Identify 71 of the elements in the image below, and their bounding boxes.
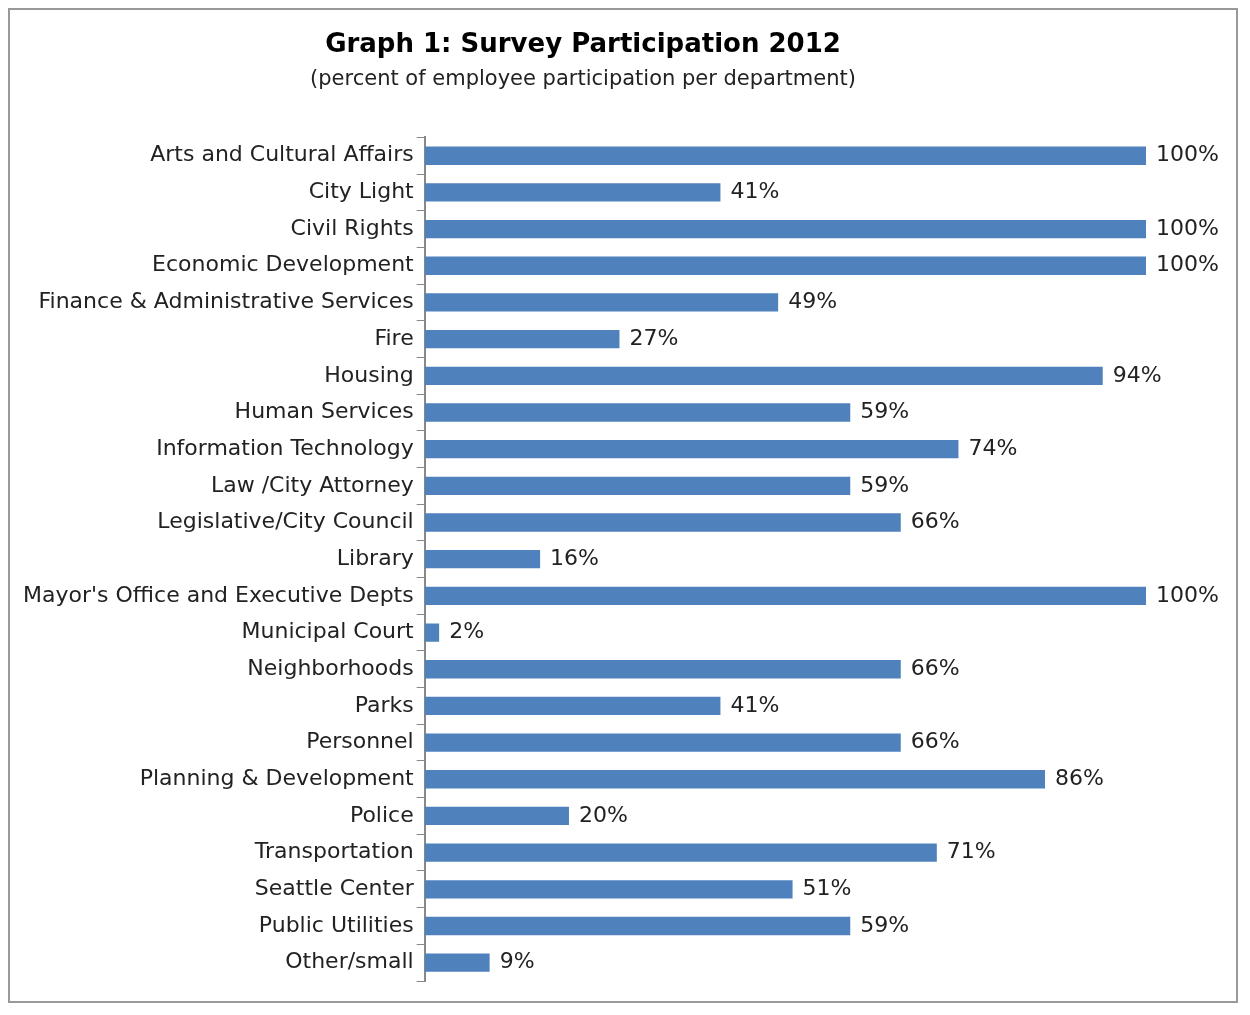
data-label: 2%	[449, 618, 485, 644]
bar	[424, 660, 901, 679]
data-label: 20%	[578, 801, 628, 827]
bar	[424, 513, 901, 532]
bar	[424, 550, 541, 569]
data-label: 59%	[860, 471, 910, 497]
bar	[424, 183, 721, 202]
data-label: 27%	[629, 324, 679, 350]
data-label: 59%	[860, 911, 910, 937]
bar	[424, 623, 440, 642]
bar	[424, 440, 959, 459]
y-tick-label: Neighborhoods	[247, 654, 414, 680]
bar	[424, 916, 851, 936]
data-label: 41%	[730, 178, 780, 204]
data-label: 86%	[1055, 764, 1104, 790]
data-label: 66%	[910, 654, 960, 680]
chart-subtitle: (percent of employee participation per department)	[310, 66, 856, 91]
y-tick-label: Police	[349, 801, 414, 827]
y-tick-label: Personnel	[306, 728, 414, 754]
bar	[424, 586, 1146, 606]
data-label: 49%	[788, 288, 838, 314]
data-label: 66%	[910, 508, 960, 534]
bar	[424, 476, 851, 496]
bar	[424, 770, 1046, 789]
data-label: 100%	[1156, 141, 1219, 167]
data-label: 100%	[1156, 214, 1219, 240]
data-label: 94%	[1112, 361, 1162, 387]
y-tick-label: Civil Rights	[290, 214, 414, 240]
bar	[424, 953, 490, 972]
data-label: 71%	[946, 838, 996, 864]
y-tick-label: Transportation	[253, 838, 414, 864]
bar	[424, 329, 620, 349]
data-label: 41%	[730, 691, 780, 717]
y-tick-label: Economic Development	[152, 251, 415, 277]
y-tick-label: Mayor's Office and Executive Depts	[23, 581, 414, 607]
data-label: 51%	[802, 875, 852, 901]
bar	[424, 146, 1146, 165]
y-tick-label: Law /City Attorney	[210, 471, 414, 497]
y-tick-label: Human Services	[234, 398, 414, 424]
data-label: 66%	[910, 728, 960, 754]
data-label: 100%	[1156, 581, 1219, 607]
y-tick-label: Fire	[374, 324, 414, 350]
y-tick-label: Parks	[354, 691, 414, 717]
bar	[424, 880, 793, 899]
bar	[424, 403, 851, 422]
bar	[424, 256, 1146, 275]
chart-title: Graph 1: Survey Participation 2012	[325, 28, 841, 59]
bar	[424, 733, 901, 752]
y-tick-label: Arts and Cultural Affairs	[150, 141, 414, 167]
y-tick-label: Public Utilities	[258, 911, 414, 937]
y-tick-label: Other/small	[285, 948, 414, 974]
bar	[424, 806, 569, 826]
data-label: 59%	[860, 398, 910, 424]
bar	[424, 293, 779, 312]
y-tick-label: City Light	[308, 178, 415, 204]
data-label: 74%	[968, 434, 1018, 460]
y-tick-label: Legislative/City Council	[157, 508, 414, 534]
data-label: 100%	[1156, 251, 1219, 277]
y-tick-label: Library	[336, 544, 414, 570]
y-tick-label: Planning & Development	[139, 764, 415, 790]
bar	[424, 843, 937, 862]
y-tick-label: Housing	[324, 361, 414, 387]
y-tick-label: Finance & Administrative Services	[38, 288, 414, 314]
data-label: 9%	[499, 948, 535, 974]
data-label: 16%	[550, 544, 600, 570]
y-tick-label: Seattle Center	[254, 875, 415, 901]
y-tick-label: Information Technology	[156, 434, 414, 460]
y-tick-label: Municipal Court	[241, 618, 415, 644]
bar	[424, 219, 1146, 239]
bar	[424, 696, 721, 716]
bar	[424, 366, 1103, 385]
